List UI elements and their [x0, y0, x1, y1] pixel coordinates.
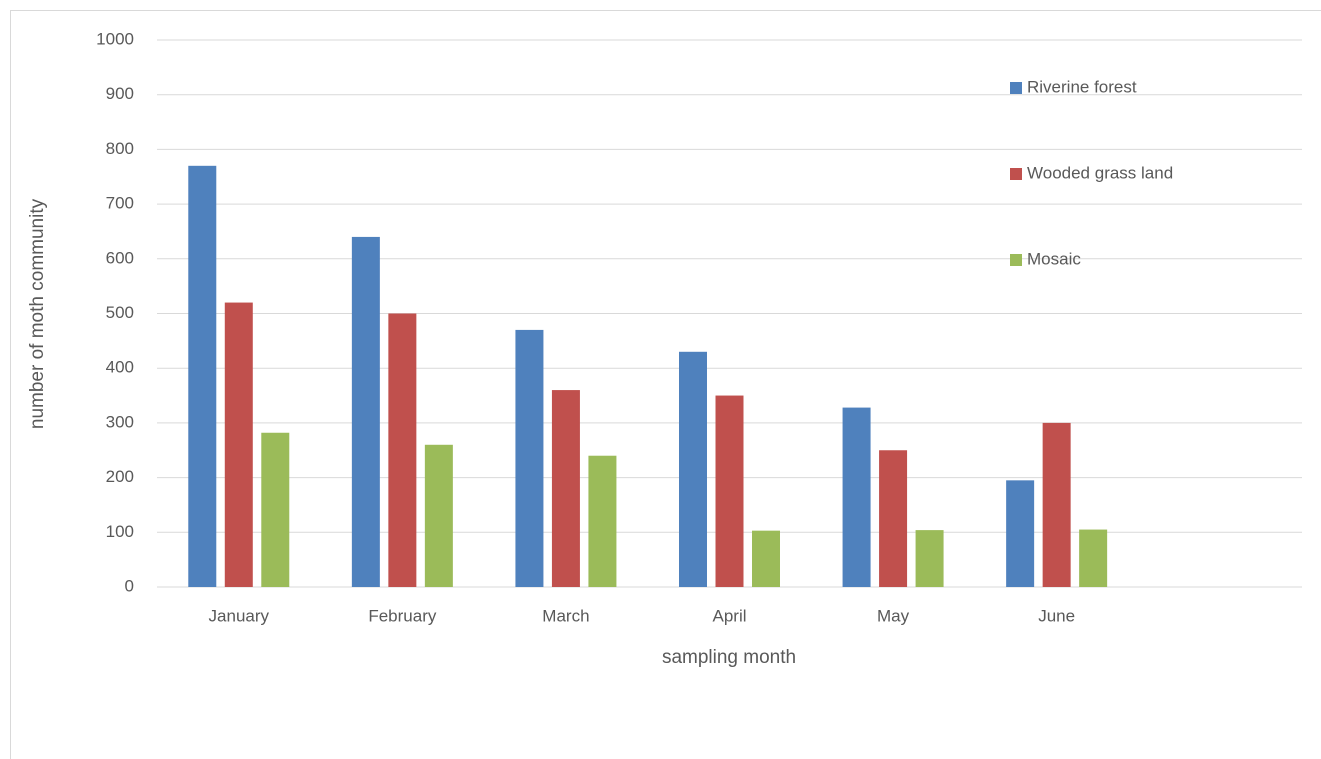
- y-tick-label: 900: [106, 84, 134, 103]
- bar: [188, 165, 217, 587]
- legend-label: Wooded grass land: [1027, 163, 1173, 182]
- bar: [842, 407, 871, 587]
- x-tick-label: January: [209, 606, 270, 625]
- chart-frame: [10, 10, 1321, 759]
- x-tick-label: April: [712, 606, 746, 625]
- bar: [515, 329, 544, 587]
- bar: [915, 530, 944, 587]
- bar: [752, 530, 780, 587]
- bar: [679, 351, 707, 587]
- y-tick-label: 300: [106, 412, 134, 431]
- legend-swatch: [1010, 254, 1022, 266]
- bar: [715, 395, 744, 587]
- legend-label: Riverine forest: [1027, 77, 1137, 96]
- y-tick-label: 600: [106, 248, 134, 267]
- legend-swatch: [1010, 168, 1022, 180]
- y-tick-label: 700: [106, 194, 134, 213]
- x-axis-title: sampling month: [662, 647, 796, 668]
- bar: [261, 432, 290, 587]
- legend-swatch: [1010, 82, 1022, 94]
- y-tick-label: 1000: [96, 29, 134, 48]
- bar: [424, 444, 453, 587]
- x-tick-label: March: [542, 606, 589, 625]
- y-tick-label: 800: [106, 139, 134, 158]
- bar: [588, 455, 617, 587]
- bar: [1079, 529, 1108, 587]
- bar: [1042, 422, 1071, 587]
- bar: [388, 313, 417, 587]
- bar: [351, 236, 380, 588]
- x-tick-label: February: [368, 606, 437, 625]
- y-tick-label: 0: [125, 576, 134, 595]
- bar: [224, 302, 253, 587]
- y-tick-label: 400: [106, 358, 134, 377]
- bar: [551, 390, 580, 587]
- y-tick-label: 100: [106, 522, 134, 541]
- y-tick-label: 500: [106, 303, 134, 322]
- bar: [1006, 480, 1035, 587]
- x-tick-label: June: [1038, 606, 1075, 625]
- bar: [879, 450, 908, 587]
- y-tick-label: 200: [106, 467, 134, 486]
- x-tick-label: May: [877, 606, 910, 625]
- y-axis-title: number of moth community: [27, 198, 48, 429]
- legend-label: Mosaic: [1027, 249, 1081, 268]
